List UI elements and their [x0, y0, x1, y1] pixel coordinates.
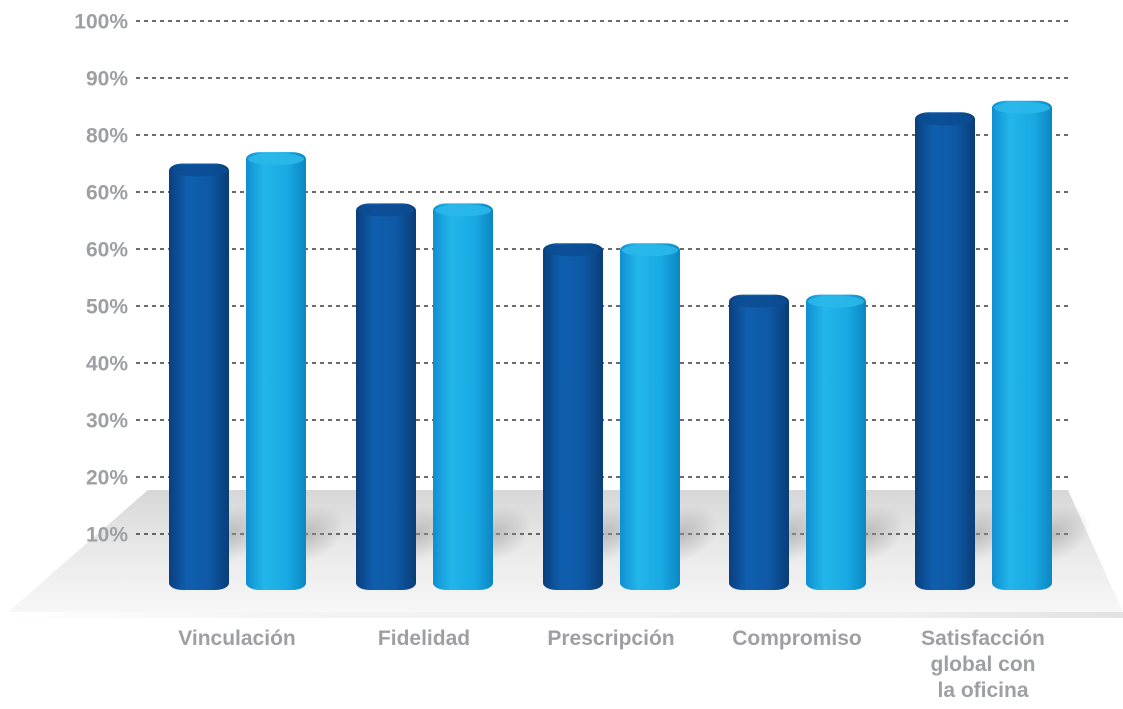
x-category-label: Vinculación [178, 627, 295, 650]
bar-top-cap [248, 153, 304, 166]
y-tick-label: 50% [86, 296, 128, 319]
x-category-label-line: Compromiso [732, 627, 862, 650]
y-tick-label: 90% [86, 68, 128, 91]
bar [620, 243, 680, 591]
x-category-label: Compromiso [732, 627, 862, 650]
bar [915, 112, 975, 590]
bar [169, 163, 229, 590]
y-tick-label: 10% [86, 524, 128, 547]
bar-top-cap [435, 204, 491, 217]
bars [169, 100, 1052, 591]
bar [356, 203, 416, 590]
x-category-label-line: global con [931, 653, 1036, 676]
bar-top-cap [917, 113, 973, 126]
bar-top-cap [171, 164, 227, 177]
x-axis-categories: Vinculación Fidelidad Prescripción Compromi… [178, 627, 1045, 702]
x-category-label-line: Fidelidad [378, 627, 470, 650]
bar-top-cap [731, 295, 787, 308]
x-category-label-line: Prescripción [547, 627, 674, 650]
y-axis-ticks: 10% 20% 30% 40% 50% 60% 60% 80% 90% 100% [74, 11, 128, 547]
y-tick-label: 100% [74, 11, 128, 34]
bar [433, 203, 493, 590]
bar [992, 100, 1052, 591]
bar-top-cap [545, 244, 601, 257]
y-tick-label: 60% [86, 182, 128, 205]
x-category-label: Fidelidad [378, 627, 470, 650]
x-category-label-line: la oficina [937, 679, 1028, 702]
bar-top-cap [358, 204, 414, 217]
bar-top-cap [994, 101, 1050, 114]
bar [543, 243, 603, 591]
y-tick-label: 40% [86, 353, 128, 376]
bar-top-cap [622, 244, 678, 257]
bar [246, 152, 306, 590]
chart-floor-front [8, 612, 1123, 618]
x-category-label-line: Satisfacción [921, 627, 1045, 650]
bar [806, 294, 866, 590]
y-tick-label: 30% [86, 410, 128, 433]
x-category-label-line: Vinculación [178, 627, 295, 650]
bar [729, 294, 789, 590]
bar-top-cap [808, 295, 864, 308]
y-tick-label: 80% [86, 125, 128, 148]
y-tick-label: 20% [86, 467, 128, 490]
y-tick-label: 60% [86, 239, 128, 262]
x-category-label: Satisfacción global con la oficina [921, 627, 1045, 702]
x-category-label: Prescripción [547, 627, 674, 650]
